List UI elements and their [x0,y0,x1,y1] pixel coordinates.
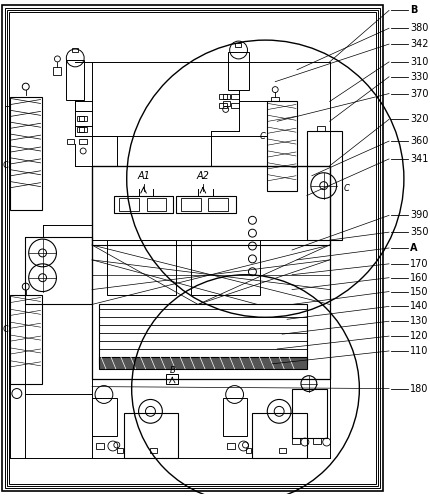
Text: C: C [343,184,349,193]
Text: 360: 360 [409,136,427,146]
Text: 160: 160 [409,273,427,283]
Text: 120: 120 [409,331,427,341]
Bar [77,117,84,122]
Bar [25,237,92,305]
Bar [99,357,306,369]
Bar [176,195,235,213]
Bar [10,97,41,210]
Bar [77,127,84,132]
Text: 341: 341 [409,154,427,164]
Bar [117,448,123,453]
Bar [5,8,379,488]
Bar [222,94,229,99]
Bar [245,448,251,453]
Bar [234,43,240,47]
Text: 180: 180 [409,383,427,393]
Bar [230,104,238,109]
Bar [222,398,247,436]
Text: 380: 380 [409,23,427,33]
Text: A2: A2 [196,171,209,181]
Bar [7,10,377,486]
Bar [123,413,178,458]
Bar [79,139,87,144]
Text: 310: 310 [409,57,427,67]
Bar [79,117,87,122]
Bar [227,52,249,90]
Bar [222,102,229,107]
Text: 150: 150 [409,287,427,297]
Text: 320: 320 [409,114,427,124]
Bar [96,443,104,449]
Bar [267,102,296,190]
Bar [279,448,286,453]
Bar [166,373,178,383]
Bar [92,398,117,436]
Text: 110: 110 [409,346,427,356]
Bar [292,388,326,438]
Text: 130: 130 [409,316,427,326]
Bar [270,97,279,102]
Bar [67,139,74,144]
Text: A1: A1 [137,171,150,181]
Bar [218,104,226,109]
Text: 330: 330 [409,72,427,82]
Bar [99,305,306,364]
Bar [107,240,176,295]
Text: 390: 390 [409,210,427,220]
Bar [119,197,138,211]
Bar [316,126,324,131]
Text: 350: 350 [409,227,427,237]
Bar [312,438,320,444]
Bar [9,12,375,484]
Bar [207,197,227,211]
Text: C: C [2,325,8,334]
Text: C: C [259,131,264,141]
Text: B: B [169,366,175,375]
Bar [230,94,238,99]
Bar [72,48,78,52]
Bar [114,195,173,213]
Text: C: C [2,161,8,170]
Text: 370: 370 [409,89,427,99]
Bar [53,67,61,75]
Text: A: A [409,243,416,253]
Bar [2,5,382,491]
Bar [218,94,226,99]
Bar [150,448,157,453]
Bar [92,166,329,245]
Bar [292,438,299,444]
Bar [190,240,260,295]
Bar [92,166,329,378]
Bar [146,197,166,211]
Text: 170: 170 [409,259,427,269]
Bar [226,443,234,449]
Bar [79,127,87,132]
Bar [306,131,341,240]
Bar [252,413,306,458]
Text: 342: 342 [409,39,427,49]
Text: 140: 140 [409,302,427,311]
Bar [181,197,200,211]
Bar [10,295,41,383]
Bar [66,60,84,100]
Text: B: B [409,5,416,15]
